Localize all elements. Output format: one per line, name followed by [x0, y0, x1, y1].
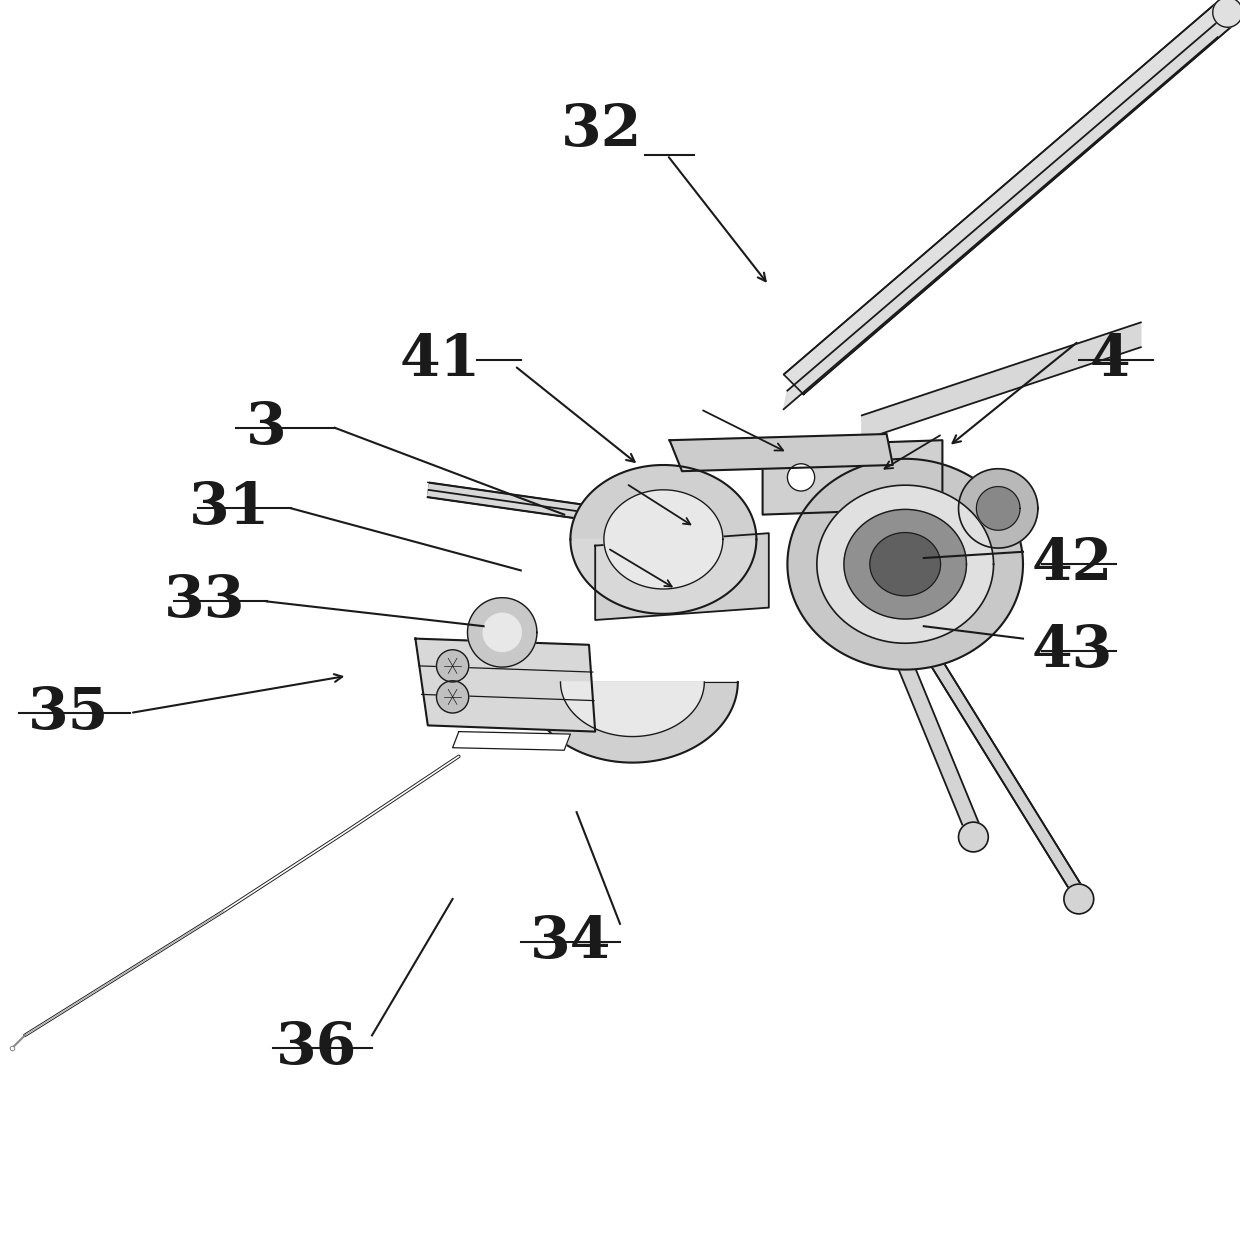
Polygon shape	[560, 682, 704, 737]
Text: 34: 34	[529, 914, 611, 971]
Polygon shape	[817, 485, 993, 644]
Polygon shape	[570, 539, 756, 614]
Text: 43: 43	[1032, 622, 1114, 680]
Polygon shape	[784, 19, 1221, 409]
Polygon shape	[763, 440, 942, 515]
Polygon shape	[484, 614, 521, 651]
Polygon shape	[787, 459, 1023, 670]
Polygon shape	[595, 533, 769, 620]
Polygon shape	[870, 533, 940, 595]
Circle shape	[1064, 884, 1094, 914]
Text: 35: 35	[27, 684, 109, 742]
Polygon shape	[784, 0, 1240, 394]
Circle shape	[959, 822, 988, 852]
Polygon shape	[976, 486, 1021, 531]
Circle shape	[787, 464, 815, 491]
Text: 32: 32	[560, 102, 642, 159]
Polygon shape	[415, 639, 595, 732]
Polygon shape	[1213, 0, 1240, 27]
Polygon shape	[959, 469, 1038, 548]
Polygon shape	[863, 583, 985, 837]
Polygon shape	[670, 434, 893, 471]
Text: 3: 3	[247, 399, 286, 456]
Polygon shape	[906, 626, 1090, 899]
Polygon shape	[467, 598, 537, 667]
Text: 36: 36	[275, 1019, 357, 1076]
Circle shape	[436, 650, 469, 682]
Polygon shape	[604, 490, 723, 589]
Text: 41: 41	[399, 331, 481, 388]
Circle shape	[436, 681, 469, 713]
Text: 4: 4	[1090, 331, 1130, 388]
Polygon shape	[527, 682, 738, 763]
Polygon shape	[453, 732, 570, 750]
Text: 31: 31	[188, 480, 270, 537]
Polygon shape	[844, 510, 966, 619]
Text: 33: 33	[164, 573, 246, 630]
Text: 42: 42	[1032, 536, 1114, 593]
Polygon shape	[570, 465, 756, 539]
Polygon shape	[862, 322, 1141, 440]
